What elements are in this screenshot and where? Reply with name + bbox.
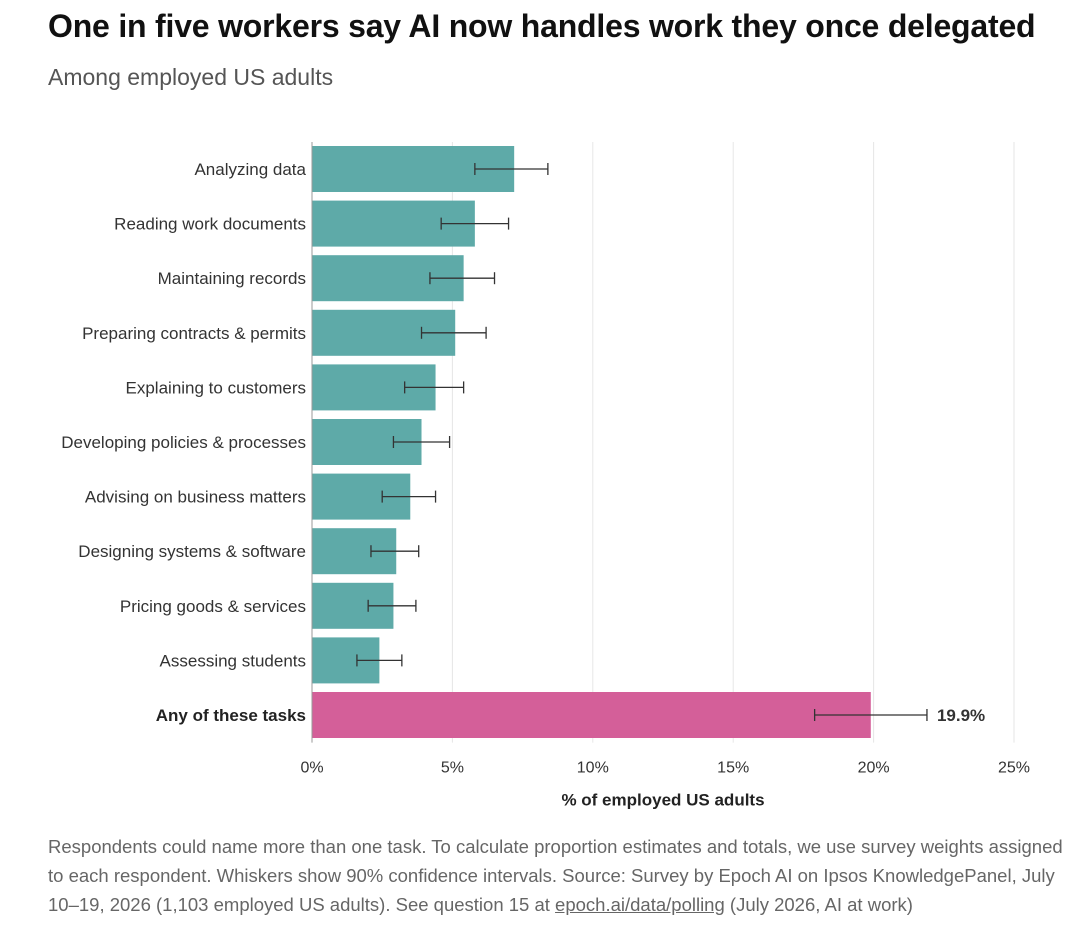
- bars: 19.9%: [312, 146, 985, 738]
- category-label: Reading work documents: [114, 215, 306, 234]
- x-tick-label: 20%: [858, 760, 890, 777]
- x-axis: 0% 5% 10% 15% 20% 25% % of employed US adults: [300, 142, 1030, 810]
- x-axis-title: % of employed US adults: [561, 791, 764, 810]
- footnote-suffix: (July 2026, AI at work): [724, 894, 913, 915]
- bar-chart: 19.9% Analyzing data Reading work documen…: [61, 142, 1030, 810]
- category-label: Assessing students: [160, 651, 306, 670]
- category-label: Explaining to customers: [126, 378, 306, 397]
- chart-title: One in five workers say AI now handles w…: [48, 8, 1036, 44]
- category-label: Pricing goods & services: [120, 597, 306, 616]
- x-tick-label: 5%: [441, 760, 464, 777]
- category-label: Developing policies & processes: [61, 433, 306, 452]
- x-tick-label: 10%: [577, 760, 609, 777]
- footnote-text: Respondents could name more than one tas…: [48, 836, 1063, 915]
- category-label: Preparing contracts & permits: [82, 324, 306, 343]
- x-tick-label: 15%: [717, 760, 749, 777]
- data-label: 19.9%: [937, 706, 985, 725]
- category-label: Any of these tasks: [156, 706, 306, 725]
- x-tick-label: 25%: [998, 760, 1030, 777]
- bar: [312, 692, 871, 738]
- category-label: Maintaining records: [158, 269, 306, 288]
- gridlines: [451, 142, 1015, 743]
- category-label: Designing systems & software: [78, 542, 306, 561]
- footnote: Respondents could name more than one tas…: [48, 832, 1063, 919]
- category-label: Analyzing data: [194, 160, 306, 179]
- x-tick-label: 0%: [300, 760, 323, 777]
- chart-subtitle: Among employed US adults: [48, 64, 334, 90]
- polling-link[interactable]: epoch.ai/data/polling: [555, 894, 725, 915]
- category-labels: Analyzing data Reading work documents Main…: [61, 160, 306, 725]
- category-label: Advising on business matters: [85, 488, 306, 507]
